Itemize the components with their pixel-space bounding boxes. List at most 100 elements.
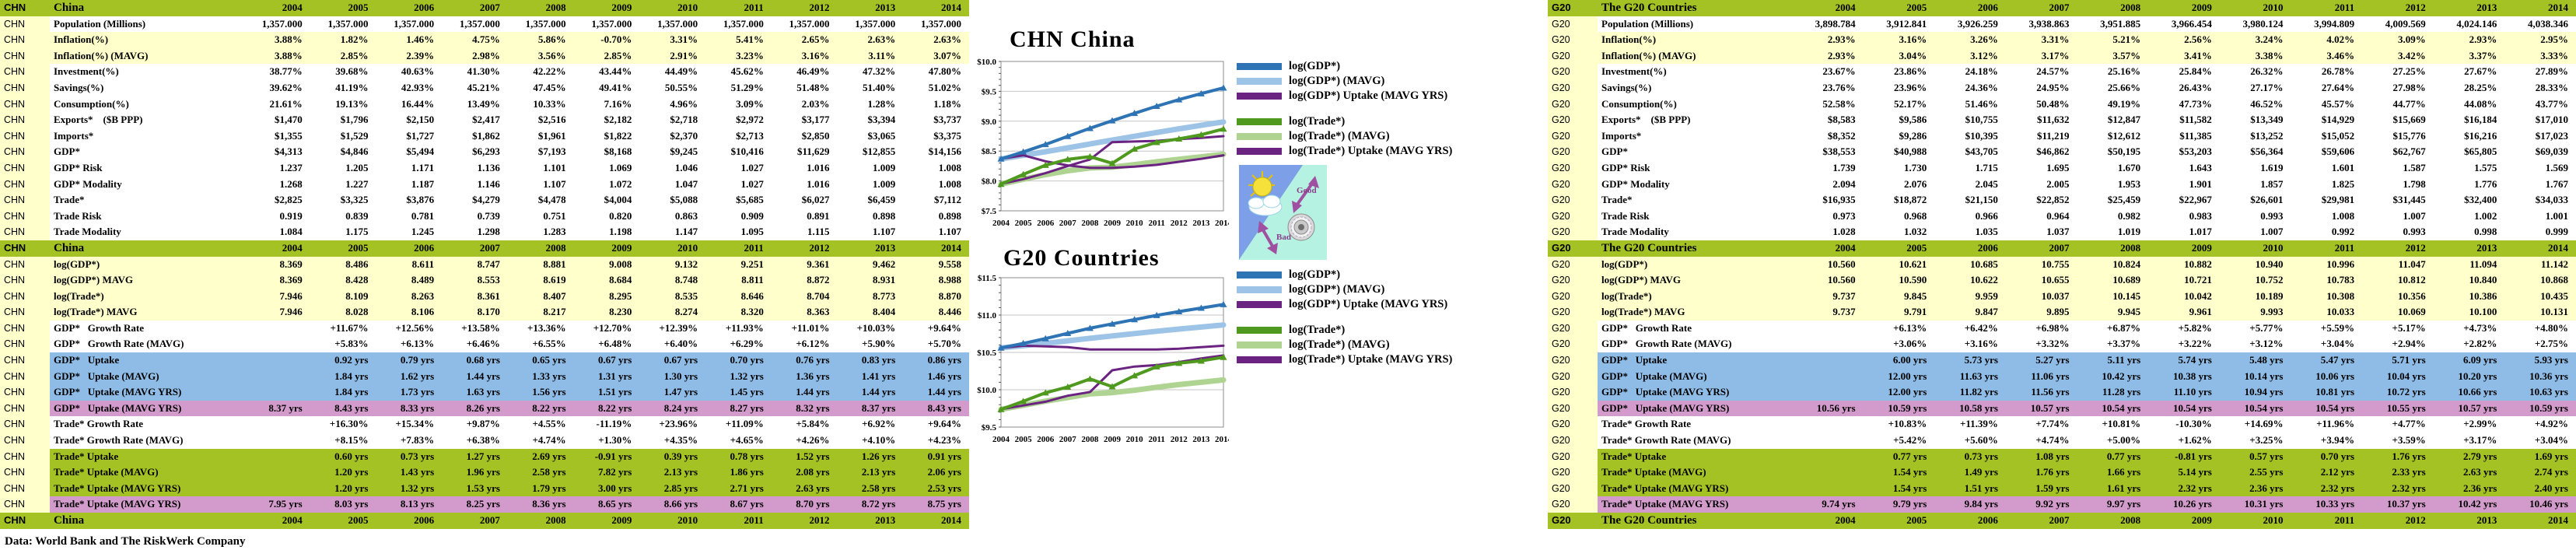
svg-text:2014: 2014: [1215, 435, 1229, 444]
table-cell: 3.33%: [2504, 47, 2576, 65]
table-cell: 0.739: [442, 208, 508, 225]
table-cell: 1,357.000: [837, 16, 904, 33]
table-cell: 47.45%: [507, 79, 574, 96]
legend-label: log(GDP*) Uptake (MAVG YRS): [1289, 89, 1448, 102]
table-cell: $1,529: [310, 128, 376, 145]
table-cell: 1.61 yrs: [2077, 480, 2149, 497]
table-cell: +6.87%: [2077, 320, 2149, 337]
table-cell: 1.146: [442, 176, 508, 193]
year-header: 2014: [2504, 0, 2576, 16]
country-code: G20: [1548, 79, 1598, 96]
table-cell: 8.24 yrs: [639, 400, 706, 417]
table-cell: +4.55%: [507, 416, 574, 433]
table-cell: [244, 320, 310, 337]
table-cell: 10.689: [2077, 272, 2149, 289]
table-cell: 1.298: [442, 224, 508, 240]
table-cell: 3,938.863: [2005, 16, 2077, 33]
table-cell: 0.67 yrs: [573, 352, 640, 369]
table-cell: 1,357.000: [310, 16, 376, 33]
table-cell: $6,027: [771, 192, 838, 208]
legend-item: log(GDP*) (MAVG): [1237, 74, 1452, 89]
table-cell: 5.41%: [705, 32, 772, 48]
table-cell: $1,470: [244, 112, 310, 128]
table-cell: 8.295: [573, 288, 640, 305]
table-cell: 1,357.000: [507, 16, 574, 33]
svg-text:$8.5: $8.5: [982, 147, 997, 156]
table-cell: +8.15%: [310, 433, 376, 449]
table-cell: 1.26 yrs: [837, 448, 904, 465]
svg-text:$9.5: $9.5: [982, 423, 997, 433]
table-row: CHN Trade* Uptake (MAVG YRS) 1.20 yrs 1.32 …: [0, 480, 969, 497]
table-cell: 2.36 yrs: [2433, 480, 2505, 497]
year-header: 2010: [2219, 513, 2291, 529]
table-cell: 8.109: [310, 288, 376, 305]
table-cell: $3,065: [837, 128, 904, 145]
table-cell: [244, 433, 310, 449]
table-cell: 0.839: [310, 208, 376, 225]
country-code: CHN: [0, 208, 50, 225]
table-cell: 8.230: [573, 304, 640, 321]
year-header: 2009: [573, 0, 640, 16]
country-code: G20: [1548, 256, 1598, 273]
table-cell: $26,601: [2219, 192, 2291, 208]
row-label: Inflation(%): [1598, 32, 1792, 48]
row-label: Trade* Uptake: [50, 448, 244, 465]
table-cell: +3.94%: [2291, 433, 2363, 449]
table-cell: $3,737: [903, 112, 969, 128]
country-code: CHN: [0, 400, 50, 417]
table-row: G20 GDP* Risk 1.739 1.730 1.715 1.695 1.670 1.6…: [1548, 159, 2576, 177]
table-cell: [1792, 448, 1864, 465]
table-cell: +12.70%: [573, 320, 640, 337]
legend-swatch: [1237, 118, 1282, 125]
country-code: CHN: [0, 416, 50, 433]
table-cell: +2.99%: [2433, 416, 2505, 433]
table-cell: +4.73%: [2433, 320, 2505, 337]
table-cell: 10.54 yrs: [2291, 400, 2363, 417]
table-cell: 2.93%: [1792, 47, 1864, 65]
table-row: CHN Savings(%) 39.62% 41.19% 42.93% 45.21% 47.…: [0, 79, 969, 96]
table-cell: 2.53 yrs: [903, 480, 969, 497]
table-cell: 3.12%: [1934, 47, 2006, 65]
table-cell: 10.145: [2077, 288, 2149, 305]
table-cell: $5,088: [639, 192, 706, 208]
table-cell: 1.44 yrs: [771, 384, 838, 401]
table-cell: +3.22%: [2148, 336, 2220, 353]
table-cell: $1,822: [573, 128, 640, 145]
table-cell: +5.84%: [771, 416, 838, 433]
table-cell: $14,929: [2291, 112, 2363, 128]
country-code: G20: [1548, 112, 1598, 128]
table-cell: 2.33 yrs: [2362, 464, 2434, 481]
table-cell: 51.29%: [705, 79, 772, 96]
svg-text:2005: 2005: [1015, 219, 1033, 228]
svg-text:2011: 2011: [1148, 435, 1164, 444]
table-cell: 0.73 yrs: [376, 448, 443, 465]
table-cell: 3,951.885: [2077, 16, 2149, 33]
table-cell: 10.33 yrs: [2291, 496, 2363, 513]
table-cell: 1.171: [376, 159, 443, 177]
table-cell: 1.45 yrs: [705, 384, 772, 401]
table-cell: 2.95%: [2504, 32, 2576, 48]
row-label: Trade Modality: [1598, 224, 1792, 240]
table-cell: 9.361: [771, 256, 838, 273]
table-cell: $2,718: [639, 112, 706, 128]
table-cell: 0.999: [2504, 224, 2576, 240]
table-cell: 1.27 yrs: [442, 448, 508, 465]
country-code: G20: [1548, 384, 1598, 401]
table-cell: -0.91 yrs: [573, 448, 640, 465]
table-cell: 2.58 yrs: [837, 480, 904, 497]
table-cell: 2.65%: [771, 32, 838, 48]
table-cell: 2.56%: [2148, 32, 2220, 48]
table-cell: 27.89%: [2504, 64, 2576, 80]
table-cell: 2.06 yrs: [903, 464, 969, 481]
table-cell: 1.31 yrs: [573, 368, 640, 385]
row-label: GDP* Uptake: [50, 352, 244, 369]
legend-item: log(GDP*) Uptake (MAVG YRS): [1237, 297, 1452, 312]
table-cell: 8.320: [705, 304, 772, 321]
svg-text:2013: 2013: [1192, 219, 1210, 228]
table-cell: 5.73 yrs: [1934, 352, 2006, 369]
country-code: G20: [1548, 400, 1598, 417]
table-cell: +3.04%: [2504, 433, 2576, 449]
table-cell: 11.094: [2433, 256, 2505, 273]
row-label: GDP* Uptake: [1598, 352, 1792, 369]
table-cell: 1.53 yrs: [442, 480, 508, 497]
